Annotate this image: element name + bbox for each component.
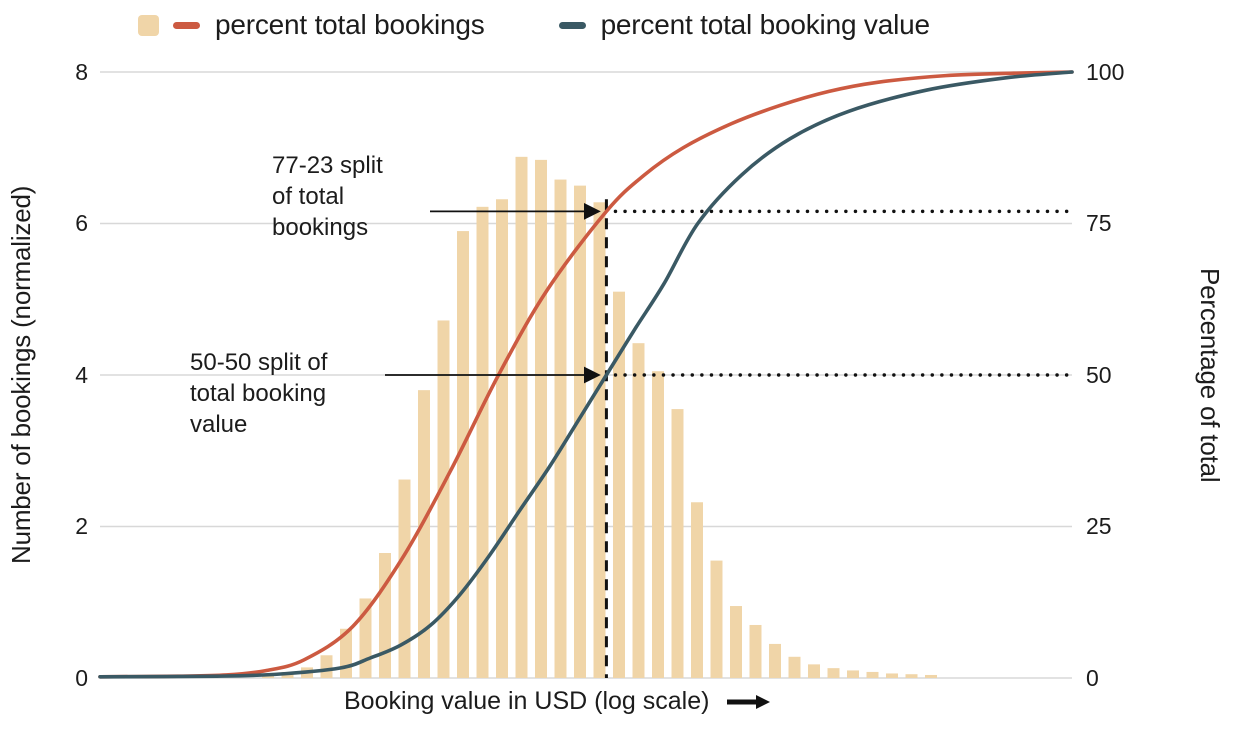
right-axis-tick: 75 [1086,210,1112,236]
right-axis-tick: 0 [1086,665,1099,691]
x-axis-title-label: Booking value in USD (log scale) [344,687,710,715]
booking-value-line-legend-marker [558,21,586,29]
legend-label-percent-total-bookings: percent total bookings [215,9,485,40]
left-axis-tick: 4 [75,362,88,388]
x-axis-arrow-icon [727,694,771,709]
left-axis-tick: 2 [75,513,88,539]
histogram-legend-marker [138,14,159,36]
right-axis-tick: 100 [1086,59,1125,85]
left-axis-tick: 8 [75,59,88,85]
left-axis-tick: 0 [75,665,88,691]
annotation-50-50-split: 50-50 split of total booking value [190,349,328,438]
right-axis-title: Percentage of total [1195,267,1225,483]
left-axis-tick: 6 [75,210,88,236]
x-axis-title: Booking value in USD (log scale) [344,687,771,716]
chart-legend: percent total bookings percent total boo… [138,7,930,43]
right-axis-tick: 25 [1086,513,1112,539]
right-axis-tick: 50 [1086,362,1112,388]
legend-label-percent-total-booking-value: percent total booking value [600,9,930,40]
annotation-77-23-split: 77-23 split of total bookings [272,152,383,241]
bookings-line-legend-marker [173,21,200,29]
